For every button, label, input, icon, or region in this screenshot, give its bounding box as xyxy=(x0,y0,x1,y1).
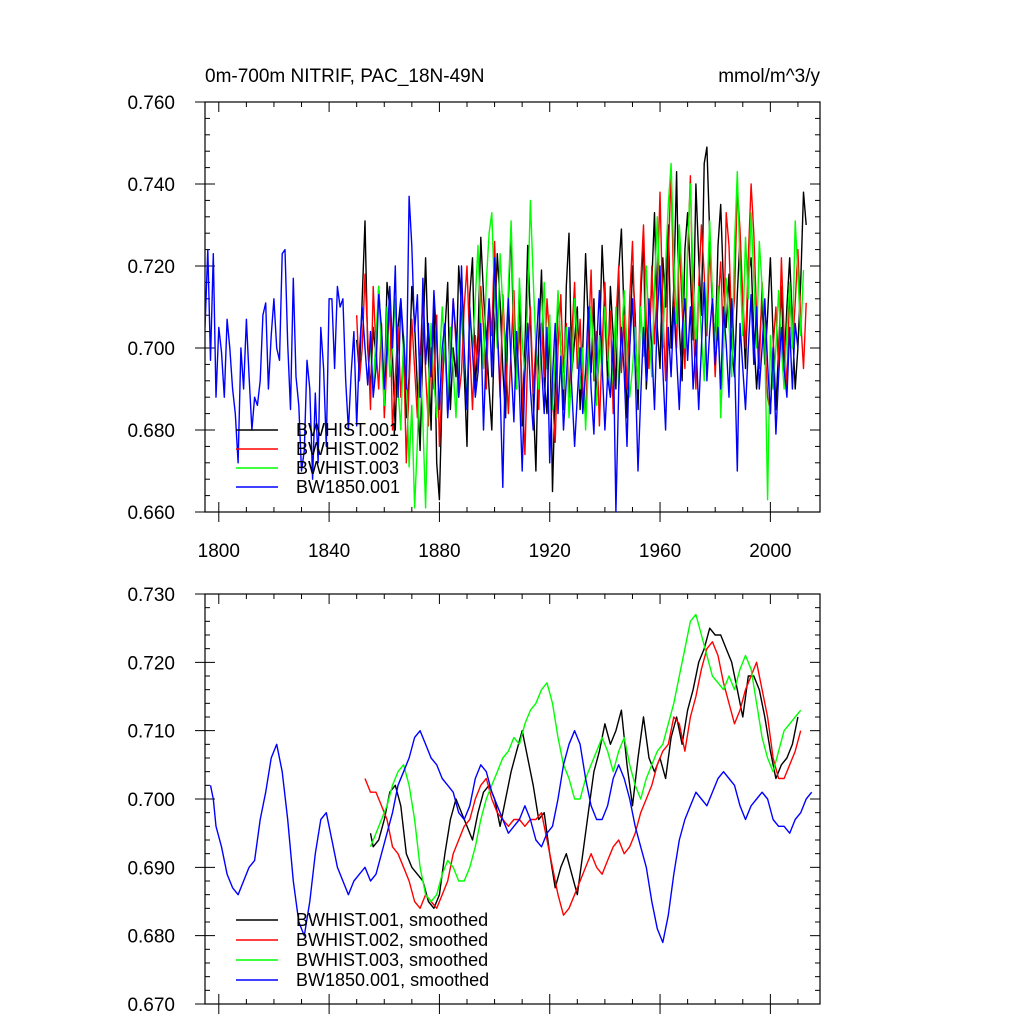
y-tick-label: 0.730 xyxy=(127,585,175,606)
x-tick-label: 1800 xyxy=(198,541,240,562)
legend-label: BW1850.001 xyxy=(296,477,400,497)
y-tick-label: 0.700 xyxy=(127,790,175,811)
y-tick-label: 0.710 xyxy=(127,722,175,743)
legend-label: BWHIST.002, smoothed xyxy=(296,930,488,950)
y-tick-label: 0.720 xyxy=(127,653,175,674)
legend-label: BWHIST.003, smoothed xyxy=(296,950,488,970)
y-tick-label: 0.680 xyxy=(127,927,175,948)
y-tick-label: 0.670 xyxy=(127,995,175,1016)
x-tick-label: 1880 xyxy=(418,541,460,562)
series-line-bwhist-003 xyxy=(369,162,805,509)
x-tick-label: 1840 xyxy=(308,541,350,562)
chart-title: 0m-700m NITRIF, PAC_18N-49N xyxy=(205,66,484,87)
series-line-bwhist-001-smoothed xyxy=(369,627,799,909)
bottom-panel: 0.670 0.680 0.690 0.700 0.710 0.720 0.730 BWHIS… xyxy=(127,585,821,1016)
series-line-bwhist-003-smoothed xyxy=(369,613,802,903)
legend-label: BW1850.001, smoothed xyxy=(296,970,489,990)
series-line-bw1850-001 xyxy=(205,195,799,512)
legend-label: BWHIST.001 xyxy=(296,420,399,440)
x-tick-label: 2000 xyxy=(749,541,791,562)
x-tick-label: 1960 xyxy=(639,541,681,562)
legend-label: BWHIST.002 xyxy=(296,439,399,459)
series-line-bw1850-001-smoothed xyxy=(209,730,813,944)
y-tick-label: 0.680 xyxy=(127,421,175,442)
x-tick-label: 1920 xyxy=(529,541,571,562)
y-tick-label: 0.660 xyxy=(127,503,175,524)
legend-label: BWHIST.003 xyxy=(296,458,399,478)
plot-frame xyxy=(204,101,821,513)
y-tick-label: 0.720 xyxy=(127,257,175,278)
y-tick-label: 0.700 xyxy=(127,339,175,360)
y-tick-label: 0.740 xyxy=(127,175,175,196)
y-tick-label: 0.690 xyxy=(127,858,175,879)
legend-label: BWHIST.001, smoothed xyxy=(296,910,488,930)
top-panel: 1800 1840 1880 1920 1960 2000 0.660 0.680 0.700 0… xyxy=(127,66,821,562)
chart-units: mmol/m^3/y xyxy=(718,66,820,87)
y-tick-label: 0.760 xyxy=(127,93,175,114)
series-line-bwhist-002-smoothed xyxy=(364,641,802,916)
